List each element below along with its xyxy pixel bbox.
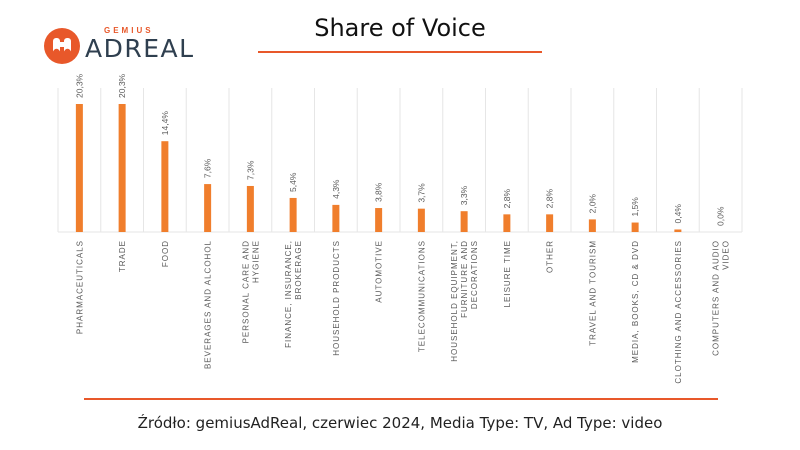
logo-top-word: GEMIUS [104, 26, 154, 35]
bar-14 [674, 229, 682, 232]
value-label-6: 4,3% [331, 179, 341, 199]
value-label-15: 0,0% [716, 206, 726, 226]
value-label-5: 5,4% [288, 172, 298, 192]
bar-12 [588, 219, 596, 232]
chart-grid [57, 88, 743, 233]
category-label-7: AUTOMOTIVE [375, 240, 384, 303]
value-label-13: 1,5% [630, 197, 640, 217]
title-underline [258, 51, 542, 53]
category-label-9: HOUSEHOLD EQUIPMENT, [450, 240, 459, 362]
bar-3 [204, 184, 212, 232]
value-label-10: 2,8% [502, 189, 512, 209]
category-label-2: FOOD [161, 240, 170, 267]
category-label-9: FURNITURE AND [460, 240, 469, 318]
category-label-9: DECORATIONS [470, 240, 479, 309]
gemius-adreal-logo: GEMIUS ADREAL [44, 26, 193, 66]
bar-7 [375, 208, 383, 232]
category-label-6: HOUSEHOLD PRODUCTS [332, 240, 341, 356]
bar-1 [118, 104, 126, 232]
value-label-0: 20,3% [74, 73, 84, 98]
bar-4 [246, 185, 254, 232]
source-note: Źródło: gemiusAdReal, czerwiec 2024, Med… [137, 414, 663, 432]
chart-category-labels: PHARMACEUTICALS TRADE FOOD BEVERAGES AND AL… [75, 240, 730, 384]
value-label-9: 3,3% [459, 185, 469, 205]
bar-8 [417, 208, 425, 232]
value-label-3: 7,6% [203, 158, 213, 178]
bar-13 [631, 222, 639, 232]
category-label-14: CLOTHING AND ACCESSORIES [674, 240, 683, 384]
category-label-5: BROKERAGE [294, 240, 303, 300]
category-label-15: COMPUTERS AND AUDIO [712, 240, 721, 356]
category-label-12: TRAVEL AND TOURISM [588, 240, 597, 346]
category-label-0: PHARMACEUTICALS [75, 240, 84, 334]
value-label-2: 14,4% [160, 111, 170, 136]
value-label-14: 0,4% [673, 204, 683, 224]
category-label-4: HYGIENE [251, 240, 260, 283]
category-label-8: TELECOMMUNICATIONS [417, 240, 426, 352]
value-label-7: 3,8% [374, 182, 384, 202]
bar-10 [503, 214, 511, 232]
chart-value-labels: 20,3% 20,3% 14,4% 7,6% 7,3% 5,4% 4,3% 3,8% 3,7% 3… [74, 73, 725, 226]
category-label-10: LEISURE TIME [503, 240, 512, 307]
bar-0 [75, 104, 83, 232]
category-label-5: FINANCE, INSURANCE, [284, 240, 293, 348]
category-label-13: MEDIA, BOOKS, CD & DVD [631, 240, 640, 363]
bar-11 [546, 214, 554, 232]
category-label-1: TRADE [118, 240, 127, 272]
category-label-3: BEVERAGES AND ALCOHOL [204, 240, 213, 369]
value-label-4: 7,3% [245, 160, 255, 180]
category-label-4: PERSONAL CARE AND [241, 240, 250, 343]
value-label-12: 2,0% [587, 194, 597, 214]
bar-2 [161, 141, 169, 232]
value-label-1: 20,3% [117, 73, 127, 98]
footer-divider [84, 398, 718, 400]
bar-5 [289, 197, 297, 232]
category-label-11: OTHER [546, 240, 555, 273]
value-label-11: 2,8% [545, 189, 555, 209]
chart-bars [75, 104, 682, 232]
logo-main-word: ADREAL [85, 34, 195, 63]
bar-6 [332, 204, 340, 232]
bar-9 [460, 211, 468, 232]
binoculars-logo-icon [44, 28, 80, 64]
chart-title: Share of Voice [314, 14, 486, 42]
value-label-8: 3,7% [416, 183, 426, 203]
category-label-15: VIDEO [722, 240, 731, 270]
